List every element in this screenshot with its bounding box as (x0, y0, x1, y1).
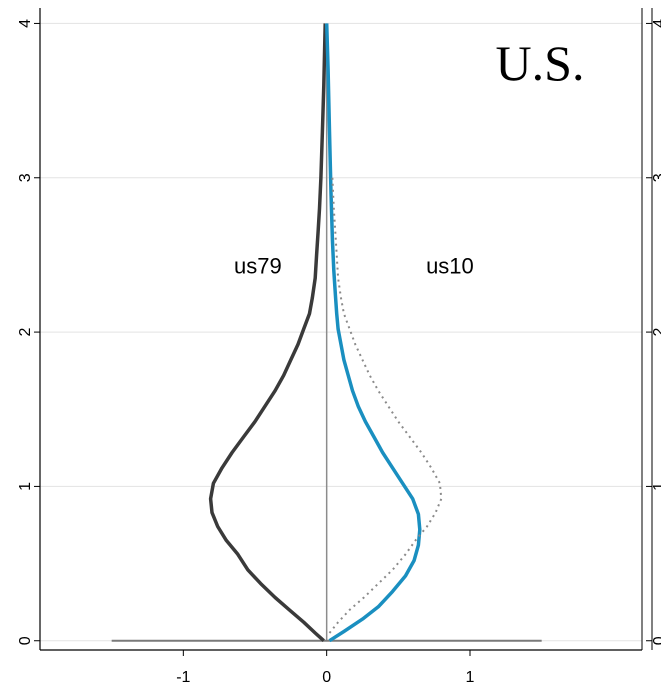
labels-group: 0 1 2 3 4 0 1 2 3 4 -1 0 1 us79 us10 (17, 19, 661, 686)
y-tick-label: 1 (17, 482, 34, 491)
y-tick-label: 3 (17, 173, 34, 182)
y-tick-label: 0 (17, 636, 34, 645)
right-panel-tick-label: 4 (651, 19, 661, 28)
right-panel-tick-label: 0 (651, 636, 661, 645)
y-tick-label: 4 (17, 19, 34, 28)
axes (34, 8, 653, 656)
series-line (208, 23, 327, 643)
series-line (328, 177, 443, 634)
right-panel-tick-label: 1 (651, 482, 661, 491)
series-annotation: us10 (426, 253, 474, 278)
chart-title: U.S. (496, 35, 585, 91)
right-panel-tick-label: 2 (651, 328, 661, 337)
series-line (324, 23, 422, 643)
grid-lines (40, 22, 642, 642)
x-tick-label: 0 (322, 669, 331, 686)
x-tick-label: 1 (466, 669, 475, 686)
y-tick-label: 2 (17, 328, 34, 337)
right-panel-tick-label: 3 (651, 173, 661, 182)
series-group (111, 23, 542, 643)
series-annotation: us79 (234, 253, 282, 278)
x-tick-label: -1 (176, 669, 190, 686)
